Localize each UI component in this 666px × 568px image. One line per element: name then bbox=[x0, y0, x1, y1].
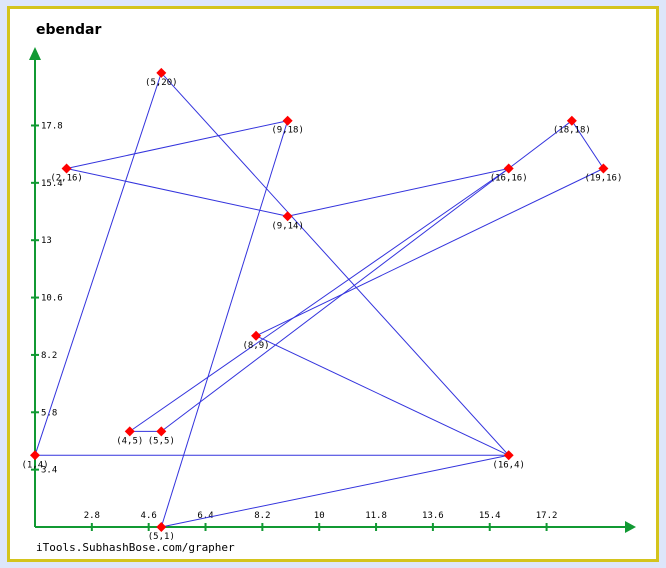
data-point-marker bbox=[156, 426, 167, 437]
series-line-segment bbox=[161, 168, 509, 432]
y-tick-label: 15.4 bbox=[41, 179, 63, 189]
data-point-label: (9,18) bbox=[271, 126, 304, 136]
x-tick-label: 10 bbox=[314, 511, 325, 521]
series-line-segment bbox=[161, 454, 509, 528]
series-line-segment bbox=[66, 120, 288, 169]
x-tick-label: 11.8 bbox=[365, 511, 387, 521]
data-point-marker bbox=[503, 163, 514, 174]
data-point-label: (1,4) bbox=[21, 460, 48, 470]
footer-credit: iTools.SubhashBose.com/grapher bbox=[36, 541, 235, 554]
x-tick-label: 8.2 bbox=[254, 511, 270, 521]
data-point-label: (9,14) bbox=[271, 221, 304, 231]
series-line-segment bbox=[34, 72, 162, 456]
data-point-marker bbox=[156, 67, 167, 78]
data-point-label: (2,16) bbox=[50, 174, 83, 184]
point-labels: (1,4) (5,20) (16,4) (8,9) (19,16) (18,18) (16,… bbox=[21, 78, 622, 542]
graph-frame: ebendar iTools.SubhashBose.com/grapher bbox=[7, 6, 659, 562]
x-tick-label: 15.4 bbox=[479, 511, 501, 521]
series-lines bbox=[34, 72, 604, 528]
data-point-marker bbox=[566, 115, 577, 126]
series-line-segment bbox=[255, 335, 509, 456]
data-point-marker bbox=[251, 330, 262, 341]
data-point-label: (5,5) bbox=[148, 436, 175, 446]
data-point-marker bbox=[156, 522, 167, 532]
data-point-marker bbox=[61, 163, 72, 174]
series-line-segment bbox=[287, 168, 509, 217]
data-point-label: (4,5) bbox=[116, 436, 143, 446]
series-line-segment bbox=[66, 168, 288, 217]
axes: 2.84.66.48.21011.813.615.417.23.45.88.21… bbox=[29, 47, 636, 533]
y-tick-label: 3.4 bbox=[41, 466, 57, 476]
series-markers bbox=[30, 67, 609, 532]
x-axis-arrow bbox=[625, 521, 636, 533]
series-line-segment bbox=[160, 72, 510, 456]
x-tick-label: 2.8 bbox=[84, 511, 100, 521]
y-axis-arrow bbox=[29, 47, 41, 60]
data-point-marker bbox=[282, 211, 293, 222]
data-point-label: (16,16) bbox=[490, 174, 528, 184]
series-line-segment bbox=[571, 120, 604, 169]
y-tick-label: 10.6 bbox=[41, 294, 63, 304]
x-tick-label: 13.6 bbox=[422, 511, 444, 521]
series-line-segment bbox=[160, 120, 289, 528]
data-point-marker bbox=[598, 163, 609, 174]
data-point-label: (19,16) bbox=[584, 174, 622, 184]
y-tick-label: 17.8 bbox=[41, 121, 63, 131]
data-point-label: (8,9) bbox=[243, 341, 270, 351]
x-tick-label: 17.2 bbox=[536, 511, 558, 521]
x-tick-label: 4.6 bbox=[141, 511, 157, 521]
data-point-marker bbox=[30, 450, 40, 461]
data-point-marker bbox=[124, 426, 135, 437]
data-point-marker bbox=[503, 450, 514, 461]
data-point-label: (5,20) bbox=[145, 78, 178, 88]
y-tick-label: 8.2 bbox=[41, 351, 57, 361]
data-point-label: (16,4) bbox=[492, 460, 525, 470]
data-point-label: (18,18) bbox=[553, 126, 591, 136]
chart-title: ebendar bbox=[36, 22, 102, 38]
series-line-segment bbox=[255, 168, 604, 337]
x-tick-label: 6.4 bbox=[197, 511, 213, 521]
series-line-segment bbox=[129, 168, 509, 432]
y-tick-label: 13 bbox=[41, 236, 52, 246]
data-point-marker bbox=[282, 115, 293, 126]
data-point-label: (5,1) bbox=[148, 532, 175, 542]
series-line-segment bbox=[508, 120, 573, 169]
